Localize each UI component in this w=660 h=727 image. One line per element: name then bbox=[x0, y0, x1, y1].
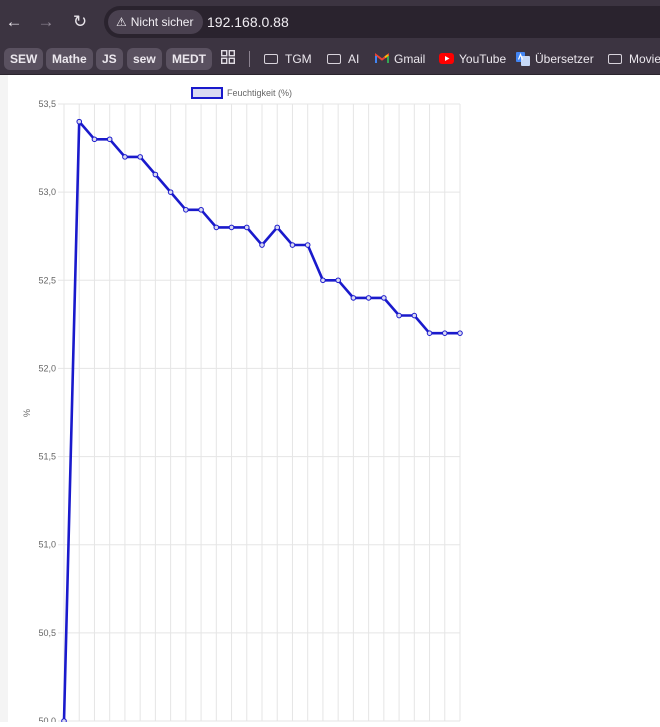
bookmark-youtube-label: YouTube bbox=[459, 52, 507, 66]
data-point bbox=[411, 312, 418, 319]
data-point bbox=[396, 312, 402, 319]
legend-label[interactable]: Feuchtigkeit (%) bbox=[227, 88, 292, 98]
y-tick-label: 51,5 bbox=[38, 452, 56, 462]
gmail-icon bbox=[375, 53, 389, 63]
folder-icon bbox=[608, 54, 622, 64]
y-tick-label: 50,5 bbox=[38, 628, 56, 638]
data-point bbox=[335, 277, 341, 284]
apps-grid-icon[interactable] bbox=[221, 50, 235, 64]
series-line bbox=[61, 118, 463, 724]
folder-icon bbox=[264, 54, 278, 64]
bookmark-sew-lower[interactable]: sew bbox=[127, 48, 162, 70]
browser-toolbar: ← → ↻ ⚠ Nicht sicher 192.168.0.88 bbox=[0, 0, 660, 44]
data-point bbox=[320, 277, 326, 284]
data-point bbox=[183, 206, 189, 213]
data-point bbox=[228, 224, 235, 231]
data-point bbox=[91, 136, 98, 143]
y-tick-label: 52,5 bbox=[38, 275, 56, 285]
page-content: 53,5 53,0 52,5 52,0 51,5 51,0 50,5 50,0 % Feuch… bbox=[0, 75, 660, 726]
data-point bbox=[152, 171, 159, 178]
data-point bbox=[426, 330, 433, 336]
y-tick-label: 53,0 bbox=[38, 187, 56, 197]
data-point bbox=[304, 242, 311, 248]
bookmark-translate[interactable]: Übersetzer bbox=[516, 48, 594, 70]
bookmark-youtube[interactable]: YouTube bbox=[439, 48, 506, 70]
grid-horizontal bbox=[58, 103, 460, 722]
data-point bbox=[198, 206, 204, 213]
bookmark-gmail[interactable]: Gmail bbox=[375, 48, 425, 70]
bookmark-js[interactable]: JS bbox=[96, 48, 123, 70]
reload-icon[interactable]: ↻ bbox=[72, 12, 88, 31]
bookmark-medt[interactable]: MEDT bbox=[166, 48, 212, 70]
data-point bbox=[106, 136, 113, 143]
y-axis-label: % bbox=[22, 409, 32, 417]
bookmark-ai[interactable]: AI bbox=[327, 48, 359, 70]
data-point bbox=[167, 189, 174, 195]
forward-icon[interactable]: → bbox=[37, 12, 55, 31]
bookmark-mathe[interactable]: Mathe bbox=[46, 48, 93, 70]
bookmark-tgm[interactable]: TGM bbox=[264, 48, 312, 70]
security-label: Nicht sicher bbox=[130, 15, 194, 29]
page-left-edge bbox=[0, 75, 8, 722]
back-icon[interactable]: ← bbox=[5, 12, 23, 31]
bookmark-translate-label: Übersetzer bbox=[535, 52, 594, 66]
humidity-chart: 53,5 53,0 52,5 52,0 51,5 51,0 50,5 50,0 % Feuch… bbox=[22, 87, 463, 726]
bookmark-ai-label: AI bbox=[348, 52, 360, 66]
y-tick-label: 52,0 bbox=[38, 363, 56, 373]
bookmark-movie[interactable]: Movie bbox=[608, 48, 660, 70]
grid-vertical bbox=[63, 104, 461, 721]
address-bar[interactable]: ⚠ Nicht sicher 192.168.0.88 bbox=[104, 6, 660, 38]
data-point bbox=[365, 295, 372, 301]
data-point bbox=[381, 295, 387, 301]
legend-swatch[interactable] bbox=[191, 87, 223, 99]
data-point bbox=[213, 224, 220, 231]
translate-icon bbox=[516, 52, 530, 66]
data-point bbox=[137, 154, 143, 160]
y-tick-label: 50,0 bbox=[38, 716, 56, 722]
y-axis-ticks: 53,5 53,0 52,5 52,0 51,5 51,0 50,5 50,0 bbox=[38, 99, 56, 726]
bookmarks-separator bbox=[249, 51, 250, 67]
bookmark-gmail-label: Gmail bbox=[394, 52, 426, 66]
warning-icon: ⚠ bbox=[116, 15, 127, 29]
bookmark-tgm-label: TGM bbox=[285, 52, 312, 66]
y-tick-label: 53,5 bbox=[38, 99, 56, 109]
data-point bbox=[457, 330, 463, 336]
data-point bbox=[350, 295, 357, 301]
data-point bbox=[122, 154, 128, 160]
url-text[interactable]: 192.168.0.88 bbox=[207, 14, 289, 30]
data-point bbox=[441, 330, 448, 336]
youtube-icon bbox=[439, 53, 454, 64]
data-point bbox=[243, 224, 250, 231]
bookmark-movie-label: Movie bbox=[629, 52, 660, 66]
data-point bbox=[76, 118, 83, 125]
data-point bbox=[259, 242, 265, 248]
data-point bbox=[274, 224, 281, 231]
security-chip[interactable]: ⚠ Nicht sicher bbox=[108, 10, 204, 34]
data-point bbox=[289, 242, 296, 248]
y-tick-label: 51,0 bbox=[38, 540, 56, 550]
bookmark-sew[interactable]: SEW bbox=[4, 48, 44, 70]
folder-icon bbox=[327, 54, 341, 64]
